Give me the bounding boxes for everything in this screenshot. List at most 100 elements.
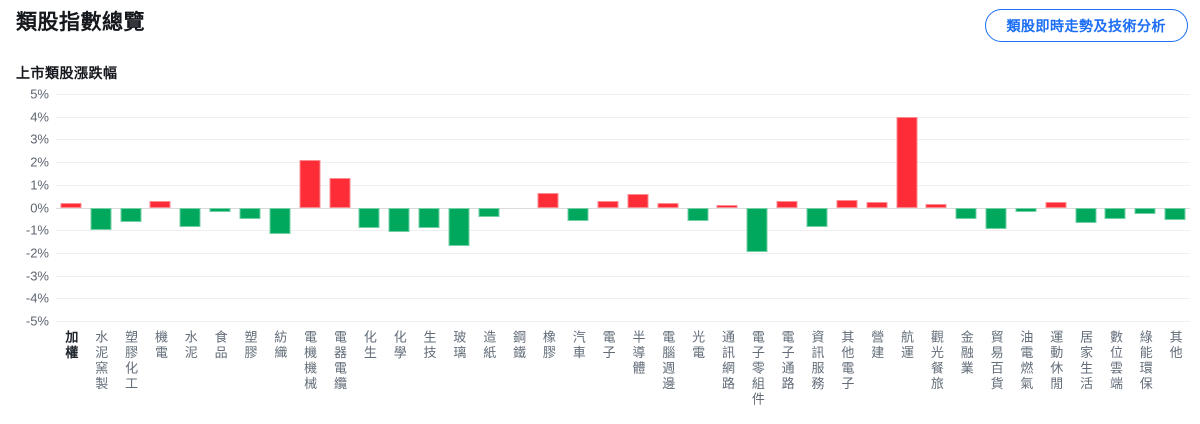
bar-column[interactable] [623, 94, 653, 321]
bar[interactable] [537, 192, 559, 208]
bar[interactable] [209, 207, 231, 213]
bar-column[interactable] [265, 94, 295, 321]
bar[interactable] [1164, 207, 1186, 220]
bar-column[interactable] [325, 94, 355, 321]
bar[interactable] [985, 207, 1007, 230]
bar-column[interactable] [862, 94, 892, 321]
bar-column[interactable] [832, 94, 862, 321]
category-label: 電子通路 [779, 330, 795, 392]
bar[interactable] [418, 207, 440, 228]
bar[interactable] [478, 207, 500, 217]
bar[interactable] [388, 207, 410, 233]
bar-column[interactable] [534, 94, 564, 321]
bar[interactable] [1134, 207, 1156, 215]
category-label: 加權 [63, 330, 79, 361]
plot-area [56, 94, 1190, 322]
zero-gridline [56, 207, 1190, 209]
bar-column[interactable] [653, 94, 683, 321]
category-label: 生技 [421, 330, 437, 361]
chart-subtitle: 上市類股漲跌幅 [16, 65, 118, 81]
bar-column[interactable] [175, 94, 205, 321]
category-label: 機電 [152, 330, 168, 361]
sector-realtime-analysis-button[interactable]: 類股即時走勢及技術分析 [984, 9, 1188, 42]
category-label: 電腦週邊 [660, 330, 676, 392]
bar[interactable] [329, 178, 351, 208]
bar-column[interactable] [205, 94, 235, 321]
bar-column[interactable] [951, 94, 981, 321]
y-tick-label: 3% [30, 131, 49, 147]
bar[interactable] [1045, 201, 1067, 208]
bar[interactable] [567, 207, 589, 222]
gridline [56, 298, 1190, 300]
bar[interactable] [448, 207, 470, 247]
bar[interactable] [120, 207, 142, 223]
bar[interactable] [1104, 207, 1126, 219]
bar[interactable] [358, 207, 380, 228]
bar[interactable] [836, 199, 858, 208]
bar[interactable] [716, 205, 738, 208]
sector-change-bar-chart: 5% 4% 3% 2% 1% 0% -1% -2% -3% -4% -5% 加權 水泥窯製 塑膠化工 機電… [0, 87, 1200, 408]
category-label: 塑膠 [242, 330, 258, 361]
bar-column[interactable] [981, 94, 1011, 321]
bar-column[interactable] [772, 94, 802, 321]
bar[interactable] [776, 200, 798, 208]
bar[interactable] [149, 200, 171, 208]
category-label: 通訊網路 [719, 330, 735, 392]
bar-column[interactable] [1011, 94, 1041, 321]
bar[interactable] [955, 207, 977, 219]
bar[interactable] [925, 204, 947, 208]
category-label: 水泥 [182, 330, 198, 361]
bar-column[interactable] [802, 94, 832, 321]
bar[interactable] [866, 201, 888, 208]
bar[interactable] [627, 193, 649, 208]
category-label: 營建 [869, 330, 885, 361]
bar[interactable] [60, 202, 82, 208]
bar-column[interactable] [1101, 94, 1131, 321]
bar[interactable] [806, 207, 828, 227]
bar[interactable] [1075, 207, 1097, 224]
category-label: 水泥窯製 [93, 330, 109, 392]
bar[interactable] [597, 200, 619, 208]
bars-layer [56, 94, 1190, 321]
bar[interactable] [896, 116, 918, 208]
bar[interactable] [90, 207, 112, 231]
bar-column[interactable] [354, 94, 384, 321]
bar-column[interactable] [116, 94, 146, 321]
bar-column[interactable] [921, 94, 951, 321]
y-tick-label: 0% [30, 200, 49, 215]
bar-column[interactable] [146, 94, 176, 321]
bar[interactable] [746, 207, 768, 252]
bar[interactable] [179, 207, 201, 227]
bar-column[interactable] [1041, 94, 1071, 321]
bar-column[interactable] [504, 94, 534, 321]
bar[interactable] [299, 159, 321, 208]
page-title: 類股指數總覽 [16, 11, 145, 34]
bar-column[interactable] [444, 94, 474, 321]
y-tick-label: -4% [25, 290, 49, 306]
bar-column[interactable] [713, 94, 743, 321]
bar-column[interactable] [86, 94, 116, 321]
bar[interactable] [687, 207, 709, 222]
bar-column[interactable] [1130, 94, 1160, 321]
y-tick-label: -5% [25, 313, 49, 329]
bar-column[interactable] [295, 94, 325, 321]
bar-column[interactable] [1160, 94, 1190, 321]
bar[interactable] [269, 207, 291, 234]
bar-column[interactable] [414, 94, 444, 321]
bar-column[interactable] [235, 94, 265, 321]
bar[interactable] [1015, 207, 1037, 213]
gridline [56, 230, 1190, 232]
bar-column[interactable] [1071, 94, 1101, 321]
bar[interactable] [239, 207, 261, 219]
bar-column[interactable] [474, 94, 504, 321]
bar-column[interactable] [593, 94, 623, 321]
bar-column[interactable] [892, 94, 922, 321]
bar-column[interactable] [384, 94, 414, 321]
bar-column[interactable] [56, 94, 86, 321]
bar-column[interactable] [742, 94, 772, 321]
bar[interactable] [657, 202, 679, 208]
bar-column[interactable] [563, 94, 593, 321]
category-label: 玻璃 [451, 330, 467, 361]
bar-column[interactable] [683, 94, 713, 321]
category-label: 資訊服務 [809, 330, 825, 392]
